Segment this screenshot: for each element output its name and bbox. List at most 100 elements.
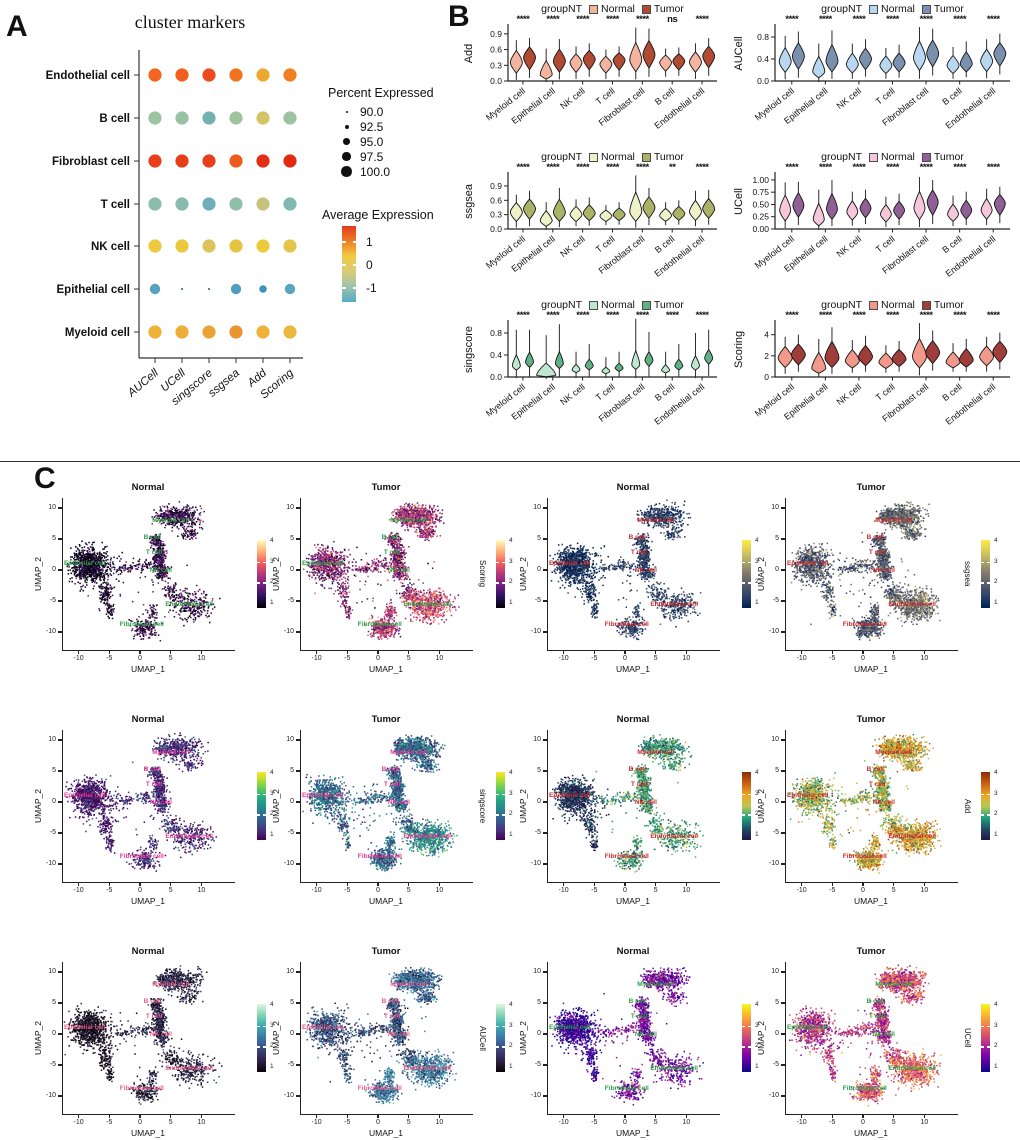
umap-y-tick-label: 0	[52, 797, 56, 805]
violin-normal	[571, 363, 581, 374]
dotplot-dot	[180, 287, 184, 291]
normal-key-label: Normal	[601, 299, 635, 311]
percent-expressed-legend: Percent Expressed 90.0 92.5 95.0 97.5 100.0	[328, 86, 468, 179]
umap-y-tick-label: -10	[768, 860, 779, 867]
colorbar-tick-dash	[742, 814, 745, 816]
umap-x-tick-label: 10	[920, 655, 929, 662]
umap-x-tick-label: -10	[73, 655, 84, 662]
umap-x-tick-label: 5	[891, 655, 896, 662]
umap-y-tick	[58, 569, 62, 571]
violin-tumor	[893, 200, 906, 220]
umap-x-tick	[408, 1114, 410, 1118]
umap-y-tick	[296, 863, 300, 865]
umap-x-tick-label: -10	[796, 1119, 807, 1126]
dotplot-col-label: ssgsea	[206, 367, 242, 400]
violin-normal	[629, 191, 643, 222]
violin-tumor	[582, 204, 596, 222]
significance-marker: ****	[819, 14, 833, 25]
violin-y-tick-label: 4	[764, 330, 769, 340]
umap-y-tick	[543, 1095, 547, 1097]
umap-y-tick	[543, 770, 547, 772]
umap-x-tick-label: -5	[344, 655, 351, 662]
umap-cell-label: B cell	[143, 998, 161, 1006]
umap-y-tick-label: 10	[533, 967, 541, 975]
umap-title: Normal	[616, 482, 650, 493]
umap-x-tick	[200, 650, 203, 654]
umap-cell-label: Endothelial cell	[403, 600, 451, 608]
colorbar-tick-dash	[496, 1046, 499, 1048]
significance-marker: ****	[517, 14, 531, 25]
umap-title: Normal	[131, 714, 165, 725]
umap-cell-label: Fibroblast cell	[604, 853, 649, 861]
umap-y-tick-label: -5	[772, 596, 779, 604]
colorbar-tick-dash	[981, 793, 984, 796]
dotplot-row-label: Fibroblast cell	[52, 156, 130, 168]
significance-marker: ****	[546, 310, 560, 321]
significance-marker: ****	[853, 310, 867, 321]
umap-x-tick-label: 0	[623, 655, 627, 662]
umap-y-tick-label: 0	[775, 797, 779, 805]
umap-x-tick	[624, 882, 626, 886]
umap-y-tick	[58, 801, 62, 803]
umap-y-tick-label: 5	[537, 766, 541, 774]
violin-tumor	[612, 207, 626, 222]
colorbar-tick-label: 1	[994, 599, 998, 606]
violin-legend-title: groupNT	[821, 3, 863, 15]
umap-x-tick-label: 5	[653, 655, 658, 662]
percent-legend-item: 97.5	[340, 149, 468, 164]
violin-plot-UCell: groupNT Normal Tumor UCell 0.00 0.25 0.50 0.75 1…	[722, 150, 1020, 298]
umap-cell-label: B cell	[866, 534, 884, 542]
violin-normal	[509, 202, 523, 223]
umap-y-axis-label: UMAP_2	[756, 1021, 766, 1056]
colorbar-tick-label: 2	[270, 578, 274, 586]
violin-y-tick-label: 0.3	[490, 60, 502, 70]
umap-x-tick-label: 5	[168, 655, 173, 662]
violin-tumor	[523, 46, 536, 71]
umap-x-axis-label: UMAP_1	[853, 664, 888, 674]
umap-x-axis-label: UMAP_1	[615, 1128, 650, 1138]
umap-x-tick-label: -10	[558, 655, 569, 662]
violin-tumor	[704, 348, 714, 365]
umap-x-tick	[893, 1114, 895, 1118]
umap-y-tick-label: -10	[768, 628, 779, 635]
umap-x-axis-label: UMAP_1	[368, 1128, 403, 1138]
umap-x-tick	[377, 1114, 379, 1118]
umap-x-tick	[377, 882, 379, 886]
umap-x-tick	[315, 882, 318, 886]
normal-key-label: Normal	[601, 3, 635, 15]
tumor-key-swatch	[641, 4, 651, 14]
umap-x-tick-label: 10	[682, 655, 691, 662]
umap-y-tick-label: 10	[286, 503, 294, 511]
violin-x-label: NK cell	[835, 86, 864, 111]
percent-legend-dot	[345, 110, 348, 113]
umap-x-tick-label: 0	[376, 887, 380, 894]
violin-tumor	[891, 348, 907, 368]
umap-x-tick-label: -5	[829, 655, 836, 662]
umap-x-tick-label: 0	[861, 1119, 865, 1126]
umap-colorbar	[496, 540, 505, 608]
umap-x-tick-label: -10	[558, 1119, 569, 1126]
umap-x-tick	[438, 650, 441, 654]
colorbar-tick-dash	[981, 582, 984, 584]
umap-x-tick	[108, 1114, 110, 1118]
umap-cell-label: B cell	[381, 766, 399, 774]
dotplot-dot	[283, 111, 297, 125]
umap-canvas	[548, 498, 720, 650]
umap-cell-label: Endothelial cell	[650, 600, 698, 608]
violin-tumor	[926, 39, 940, 68]
umap-cell-label: B cell	[628, 534, 646, 542]
colorbar-tick-dash	[987, 1025, 990, 1028]
umap-title: Tumor	[856, 482, 886, 493]
umap-y-tick-label: 5	[290, 534, 294, 542]
violin-tumor	[614, 362, 624, 372]
colorbar-tick-dash	[742, 793, 745, 796]
umap-x-tick	[77, 882, 80, 886]
umap-y-tick-label: 10	[533, 735, 541, 743]
significance-marker: ****	[546, 14, 560, 25]
colorbar-tick-dash	[263, 582, 266, 584]
tumor-key-swatch	[641, 300, 651, 310]
umap-plotbox	[547, 730, 720, 883]
violin-x-label: T cell	[874, 382, 897, 403]
colorbar-tick-dash	[263, 793, 266, 796]
umap-cell-label: Epithelial cell	[301, 1024, 344, 1032]
